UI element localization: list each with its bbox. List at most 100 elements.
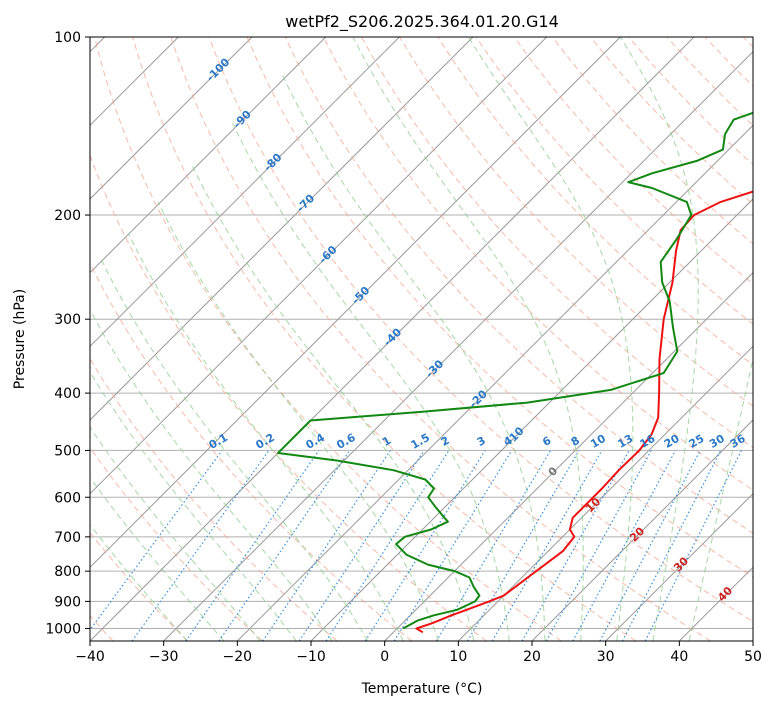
dry-adiabat-line [90, 446, 263, 641]
x-axis-title: Temperature (°C) [361, 681, 483, 697]
y-tick-label: 600 [54, 490, 81, 506]
x-tick-label: 40 [670, 649, 688, 665]
dry-adiabat-line [246, 37, 753, 578]
isotherm-line [605, 492, 753, 641]
mixing-ratio-label: 8 [569, 434, 582, 449]
y-axis-title: Pressure (hPa) [12, 289, 28, 389]
mixing-ratio-line [90, 450, 223, 631]
y-tick-label: 100 [54, 30, 81, 46]
mixing-ratio-line [298, 450, 425, 641]
dewpoint-line [277, 111, 753, 630]
dry-adiabat-line [90, 357, 338, 641]
x-tick-label: −20 [223, 649, 253, 665]
isotherm-line [531, 419, 753, 641]
isotherm-line [457, 345, 753, 641]
dry-adiabat-line [551, 37, 753, 245]
isotherm-line [90, 37, 327, 274]
mixing-ratio-label: 1.5 [409, 431, 432, 452]
mixing-ratio-line [466, 450, 580, 641]
mixing-ratio-label: 0.6 [334, 431, 358, 452]
mixing-ratio-line [572, 450, 677, 641]
dry-adiabat-line [284, 37, 753, 534]
isotherm-label: 10 [583, 495, 603, 515]
x-tick-label: 10 [449, 649, 467, 665]
mixing-ratio-label: 3 [475, 434, 488, 449]
x-tick-label: −30 [149, 649, 179, 665]
isotherm-line [90, 37, 695, 641]
mixing-ratio-label: 1 [380, 434, 393, 449]
isotherm-line [236, 124, 753, 641]
isotherm-label: -80 [261, 151, 284, 174]
moist-adiabat-line [191, 165, 475, 641]
mixing-ratio-line [131, 450, 270, 641]
isotherm-label: -40 [381, 325, 404, 348]
moist-adiabat-line [688, 355, 753, 641]
y-tick-label: 700 [54, 530, 81, 546]
x-tick-label: 0 [380, 649, 389, 665]
moist-adiabat-line [128, 233, 404, 641]
isotherm-line [90, 37, 253, 200]
moist-adiabat-line [468, 37, 634, 641]
y-tick-label: 800 [54, 564, 81, 580]
isotherm-label: -50 [349, 284, 372, 307]
mixing-ratio-label: 0.2 [254, 431, 277, 452]
mixing-ratio-line [521, 450, 630, 641]
x-tick-label: −40 [75, 649, 105, 665]
mixing-ratio-line [545, 450, 652, 641]
x-tick-label: −10 [296, 649, 326, 665]
isotherm-label: -70 [294, 192, 317, 215]
dry-adiabat-line [90, 262, 413, 641]
moist-adiabat-line [90, 426, 261, 641]
isotherm-label: -60 [316, 243, 339, 266]
isotherm-label: 0 [546, 464, 561, 479]
isotherm-label: -100 [204, 55, 233, 84]
dry-adiabat-line [437, 37, 753, 366]
dry-adiabat-line [90, 154, 487, 641]
mixing-ratio-label: 6 [540, 434, 553, 449]
y-tick-label: 200 [54, 208, 81, 224]
y-tick-label: 1000 [45, 621, 81, 637]
moist-adiabat-line [157, 201, 439, 641]
y-tick-label: 500 [54, 443, 81, 459]
mixing-ratio-line [599, 450, 701, 641]
moist-adiabat-line [90, 523, 188, 641]
x-tick-label: 20 [523, 649, 541, 665]
moist-adiabat-line [90, 308, 333, 641]
isotherm-line [752, 640, 753, 641]
mixing-ratio-label: 30 [707, 432, 727, 451]
dry-adiabat-line [742, 37, 753, 48]
y-tick-label: 300 [54, 312, 81, 328]
isotherm-line [163, 50, 753, 641]
isotherm-label: -90 [231, 108, 254, 131]
y-tick-label: 900 [54, 594, 81, 610]
moist-adiabat-line [90, 371, 297, 641]
isotherm-label: 20 [627, 524, 647, 544]
moist-adiabat-line [232, 123, 510, 641]
dry-adiabat-line [513, 37, 753, 285]
mixing-ratio-line [218, 450, 351, 641]
dry-adiabat-line [590, 37, 753, 205]
moist-adiabat-line [90, 476, 225, 641]
isotherm-label: -30 [423, 357, 446, 380]
dry-adiabat-line [208, 37, 753, 623]
isotherm-line [90, 37, 474, 421]
mixing-ratio-label: 0.1 [207, 431, 230, 452]
mixing-ratio-label: 36 [728, 432, 748, 451]
plot-frame [89, 36, 754, 642]
mixing-ratio-label: 0.4 [304, 431, 328, 452]
mixing-ratio-line [393, 450, 513, 641]
x-tick-label: 50 [744, 649, 762, 665]
isotherm-line [90, 37, 400, 348]
mixing-ratio-line [262, 450, 391, 641]
mixing-ratio-line [325, 450, 450, 641]
dry-adiabat-line [170, 37, 711, 641]
moist-adiabat-line [280, 72, 546, 641]
mixing-ratio-line [185, 450, 320, 641]
dry-adiabat-line [704, 37, 753, 87]
isotherm-line [678, 566, 753, 641]
dry-adiabat-line [666, 37, 753, 127]
moist-adiabat-line [352, 37, 584, 641]
isotherm-line [90, 37, 548, 495]
x-tick-label: 30 [597, 649, 615, 665]
mixing-ratio-line [491, 450, 603, 641]
